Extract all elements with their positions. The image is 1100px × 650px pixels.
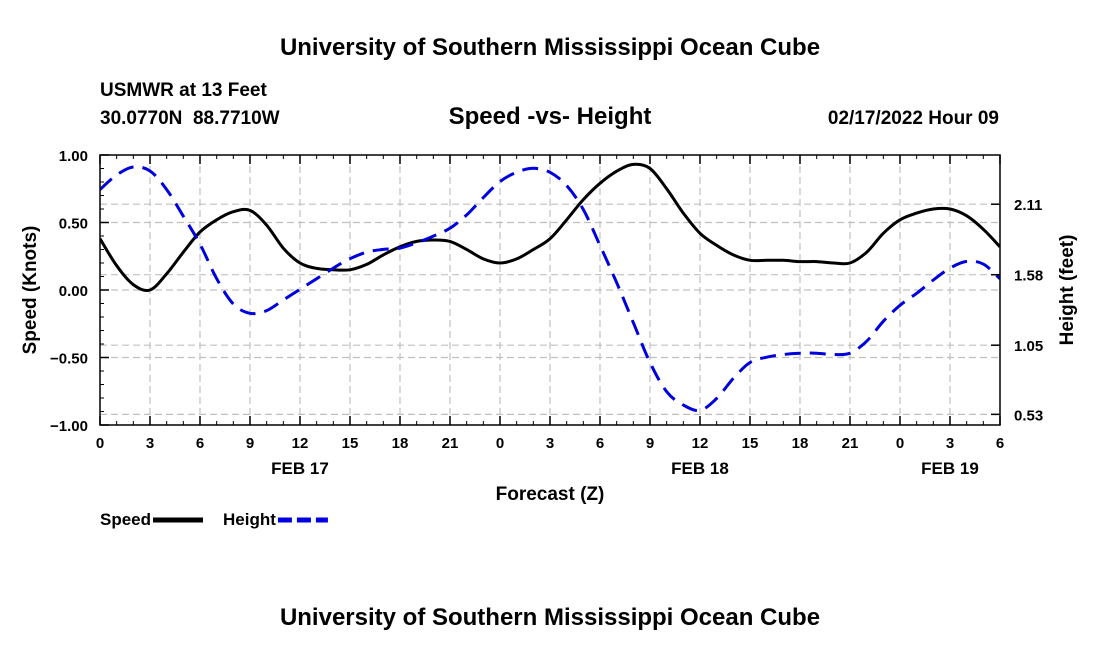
x-axis-label: Forecast (Z): [496, 484, 605, 505]
coordinates-label: 30.0770N 88.7710W: [100, 108, 280, 129]
x-tick-label: 0: [96, 435, 104, 452]
x-tick-label: 0: [896, 435, 904, 452]
speed-series-line: [100, 162, 1000, 292]
x-tick-label: 15: [342, 435, 359, 452]
x-tick-label: 6: [996, 435, 1004, 452]
axes-layer: 0 3 6 9 12 15 18 21 0 3 6 9 12 15 18 21 0 3 6 FEB 17 FEB 18 F…: [20, 148, 1078, 505]
x-tick-label: 3: [946, 435, 954, 452]
y-tick-label: −0.50: [50, 351, 88, 368]
y-tick-label: 1.00: [59, 148, 88, 165]
chart-subtitle: Speed -vs- Height: [449, 103, 652, 130]
legend-label-speed: Speed: [100, 510, 151, 529]
height-series-line: [100, 165, 1000, 413]
y-tick-label: −1.00: [50, 418, 88, 435]
x-tick-label: 15: [742, 435, 759, 452]
y2-tick-label: 0.53: [1014, 407, 1043, 424]
y2-tick-label: 2.11: [1014, 197, 1042, 214]
chart-title: University of Southern Mississippi Ocean…: [280, 34, 820, 61]
y-tick-label: 0.50: [59, 216, 88, 233]
x-tick-label: 12: [692, 435, 709, 452]
x-tick-label: 9: [646, 435, 654, 452]
y-axis-label: Speed (Knots): [20, 226, 41, 355]
x-tick-label: 18: [392, 435, 409, 452]
grid-lines: [100, 155, 1000, 425]
legend-label-height: Height: [223, 510, 276, 529]
x-tick-label: 0: [496, 435, 504, 452]
y2-axis-label: Height (feet): [1057, 235, 1078, 346]
date-label: FEB 19: [921, 459, 979, 478]
x-tick-label: 3: [146, 435, 154, 452]
datetime-label: 02/17/2022 Hour 09: [828, 108, 999, 129]
x-tick-label: 3: [546, 435, 554, 452]
y-tick-label: 0.00: [59, 283, 88, 300]
series-layer: [100, 162, 1000, 413]
date-label: FEB 17: [271, 459, 329, 478]
x-tick-label: 18: [792, 435, 809, 452]
y2-tick-label: 1.05: [1014, 338, 1043, 355]
y2-tick-label: 1.58: [1014, 268, 1043, 285]
x-tick-label: 9: [246, 435, 254, 452]
x-tick-label: 12: [292, 435, 309, 452]
legend: Speed Height: [100, 510, 328, 529]
footer-title: University of Southern Mississippi Ocean…: [280, 604, 820, 631]
x-tick-label: 21: [442, 435, 459, 452]
x-tick-label: 6: [196, 435, 204, 452]
x-tick-label: 21: [842, 435, 859, 452]
date-label: FEB 18: [671, 459, 729, 478]
x-tick-label: 6: [596, 435, 604, 452]
station-label: USMWR at 13 Feet: [100, 80, 267, 101]
